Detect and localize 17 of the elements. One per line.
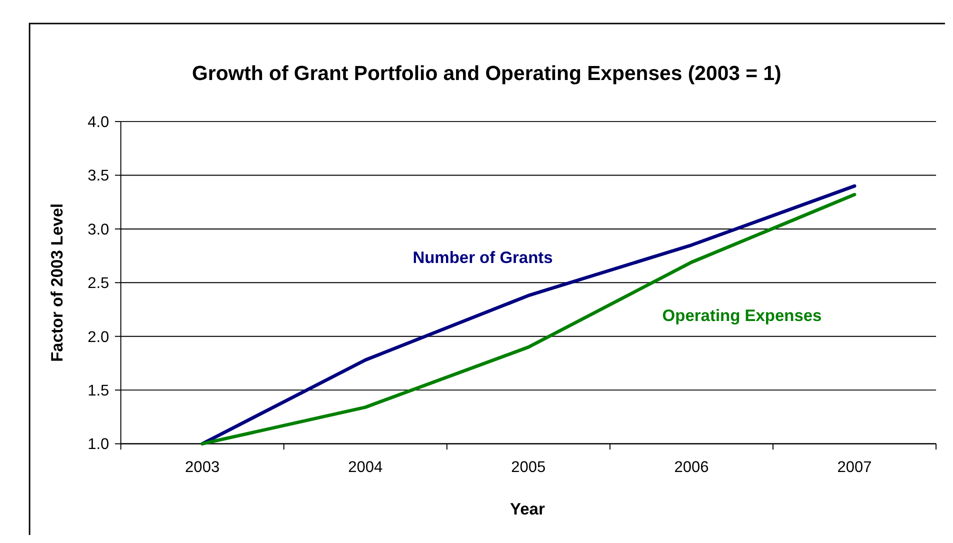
x-tick-label: 2007 — [837, 458, 872, 476]
chart-title: Growth of Grant Portfolio and Operating Expenses (2003 = 1) — [192, 62, 782, 85]
x-tick-label: 2006 — [674, 458, 709, 476]
x-tick-label: 2004 — [348, 458, 383, 476]
y-tick-label: 1.5 — [88, 382, 110, 400]
series-label: Operating Expenses — [662, 306, 822, 325]
y-axis-title: Factor of 2003 Level — [48, 203, 67, 362]
x-axis-title: Year — [510, 500, 546, 519]
y-tick-label: 4.0 — [88, 114, 110, 131]
x-tick-label: 2003 — [185, 458, 220, 476]
y-tick-label: 2.5 — [88, 275, 110, 292]
series-label: Number of Grants — [412, 249, 553, 268]
x-tick-label: 2005 — [511, 458, 546, 476]
y-tick-label: 1.0 — [88, 436, 110, 454]
y-tick-label: 3.5 — [88, 168, 110, 185]
y-tick-label: 2.0 — [88, 328, 110, 346]
y-tick-label: 3.0 — [88, 221, 110, 238]
